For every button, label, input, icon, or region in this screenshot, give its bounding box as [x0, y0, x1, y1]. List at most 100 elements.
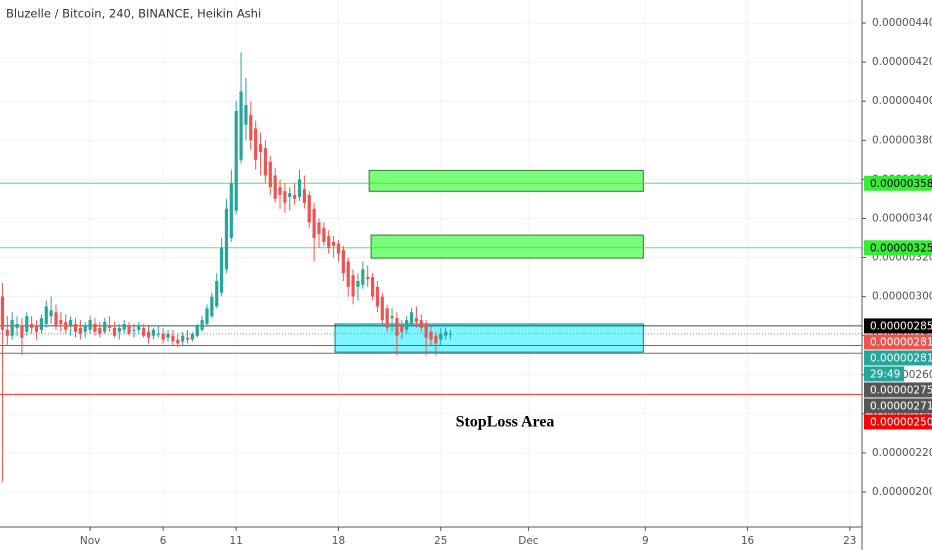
candle-body: [424, 323, 428, 338]
candle-body: [112, 327, 117, 336]
candle-body: [375, 286, 380, 307]
candle-body: [336, 243, 341, 254]
candle-body: [448, 333, 453, 335]
candle-body: [39, 318, 43, 330]
candle-body: [59, 320, 63, 324]
price-axis-panel: [862, 0, 932, 550]
candle-body: [249, 114, 253, 141]
price-label-box: [864, 382, 932, 398]
candle-body: [30, 323, 34, 328]
x-tick-label: 11: [230, 535, 243, 547]
price-label: 0.00000275: [870, 384, 932, 396]
candle-body: [312, 208, 316, 238]
candle-body: [390, 316, 394, 319]
candle-body: [293, 195, 297, 199]
candle-body: [73, 323, 78, 332]
candle-body: [20, 325, 24, 338]
candle-body: [49, 310, 53, 317]
price-label-box: [864, 240, 932, 256]
candle-body: [370, 277, 375, 297]
price-labels: 0.00000358 0.00000325 0.00000285 0.00000281…: [864, 175, 932, 430]
candle-body: [297, 179, 302, 197]
candle-body: [361, 269, 365, 285]
grid: [0, 0, 862, 527]
candle-body: [400, 325, 404, 332]
zones: [334, 169, 644, 353]
candle-body: [254, 128, 258, 160]
candle-body: [385, 308, 389, 328]
candle-body: [258, 144, 263, 153]
candle-body: [10, 320, 14, 336]
candle-body: [331, 241, 336, 246]
candle-body: [395, 318, 399, 336]
candle-body: [181, 335, 185, 342]
candle-body: [239, 91, 243, 160]
candle-body: [263, 148, 268, 176]
price-label-box: [864, 318, 932, 334]
candle-body: [215, 280, 219, 307]
countdown: 29:49: [870, 368, 900, 380]
price-label: 0.00000281: [870, 336, 932, 348]
candle-body: [409, 312, 414, 324]
countdown-box: [864, 366, 904, 382]
candle-body: [224, 208, 229, 270]
candle-body: [405, 320, 409, 330]
candle-body: [414, 318, 418, 323]
y-tick-label: 0.00000220: [872, 447, 932, 459]
time-axis-panel: [0, 527, 862, 550]
candle-body: [0, 296, 5, 330]
price-label: 0.00000358: [870, 178, 932, 190]
candle-body: [317, 222, 321, 235]
y-tick-label: 0.00000380: [872, 134, 932, 146]
candle-body: [341, 249, 345, 274]
price-label: 0.00000281: [870, 352, 932, 364]
candle-body: [429, 331, 433, 340]
candle-body: [200, 320, 204, 330]
candle-body: [156, 333, 160, 335]
candle-body: [205, 308, 209, 324]
price-label-box: [864, 414, 932, 430]
candle-body: [176, 339, 180, 344]
candle-body: [322, 228, 326, 242]
annotation: StopLoss Area: [456, 414, 555, 431]
price-label: 0.00000285: [870, 320, 932, 332]
candle-body: [434, 335, 438, 344]
candle-body: [244, 105, 248, 125]
candle-body: [25, 316, 29, 332]
candle-body: [288, 193, 292, 197]
candle-body: [171, 335, 175, 342]
candle-body: [195, 325, 199, 336]
candle-body: [283, 191, 287, 203]
zone: [370, 234, 644, 259]
candle-body: [132, 329, 136, 331]
zone: [368, 169, 644, 192]
candle-body: [166, 333, 170, 338]
candle-body: [234, 110, 238, 211]
y-tick-label: 0.00000400: [872, 95, 932, 107]
candle-body: [185, 337, 190, 340]
candles: [0, 52, 453, 483]
candle-body: [351, 275, 355, 297]
candle-body: [117, 327, 121, 332]
candle-body: [64, 322, 68, 330]
candle-body: [190, 333, 194, 340]
price-label-box: [864, 398, 932, 414]
price-label-box: [864, 334, 932, 350]
candle-body: [107, 325, 112, 328]
candle-body: [151, 329, 156, 336]
x-tick-label: 6: [160, 535, 167, 547]
x-tick-label: Nov: [80, 535, 101, 547]
price-label: 0.00000271: [870, 400, 932, 412]
candle-body: [122, 323, 126, 330]
candle-body: [142, 327, 146, 336]
candle-body: [229, 183, 233, 238]
candle-body: [34, 325, 39, 332]
y-tick-label: 0.00000200: [872, 486, 932, 498]
y-tick-label: 0.00000300: [872, 291, 932, 303]
x-tick-label: 25: [434, 535, 447, 547]
candle-body: [83, 325, 87, 332]
candle-body: [210, 296, 214, 317]
candle-body: [278, 187, 282, 196]
candle-body: [273, 175, 277, 199]
